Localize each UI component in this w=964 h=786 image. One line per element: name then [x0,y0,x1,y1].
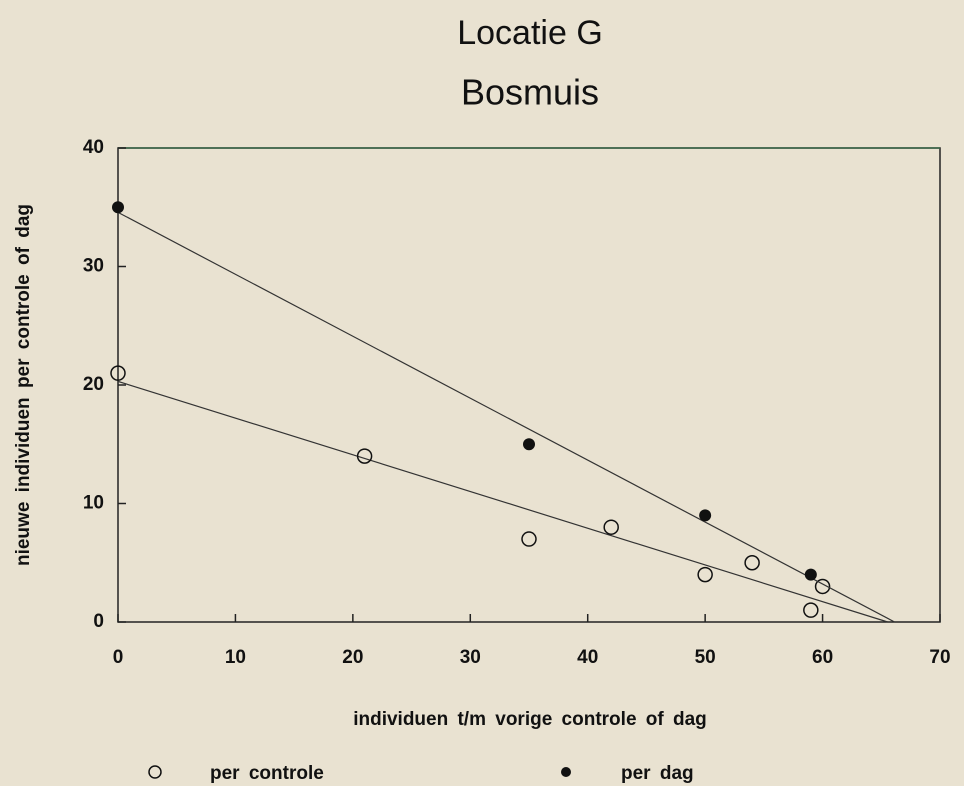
trend-line [117,211,895,623]
plot-frame [117,147,941,623]
x-tick-label: 50 [695,647,716,668]
chart-title: Locatie G [457,14,603,52]
point [804,568,817,581]
x-tick-label: 10 [225,647,246,668]
y-tick-label: 40 [83,137,104,158]
legend-label: per dag [621,763,694,784]
point [110,365,126,381]
x-axis-label: individuen t/m vorige controle of dag [353,709,707,730]
y-tick-label: 10 [83,493,104,514]
legend-marker [561,767,571,777]
point [699,509,712,522]
x-tick-label: 30 [460,647,481,668]
y-axis-label: nieuwe individuen per controle of dag [13,204,34,566]
x-tick-label: 60 [812,647,833,668]
point [803,602,819,618]
point [523,438,535,451]
point [697,566,713,583]
point [603,519,619,535]
point [521,531,537,547]
x-tick-label: 0 [113,647,124,668]
point [744,555,760,571]
chart-subtitle: Bosmuis [461,72,599,113]
x-tick-label: 40 [577,647,598,668]
point [814,578,831,595]
trend-line [117,380,888,623]
y-tick-label: 0 [93,611,104,632]
point [356,448,373,464]
y-tick-label: 30 [83,256,104,277]
x-tick-label: 70 [929,647,950,668]
x-tick-label: 20 [342,647,363,668]
point [112,201,124,214]
y-tick-label: 20 [83,374,104,395]
legend-label: per controle [210,763,324,784]
legend-marker [148,765,162,779]
